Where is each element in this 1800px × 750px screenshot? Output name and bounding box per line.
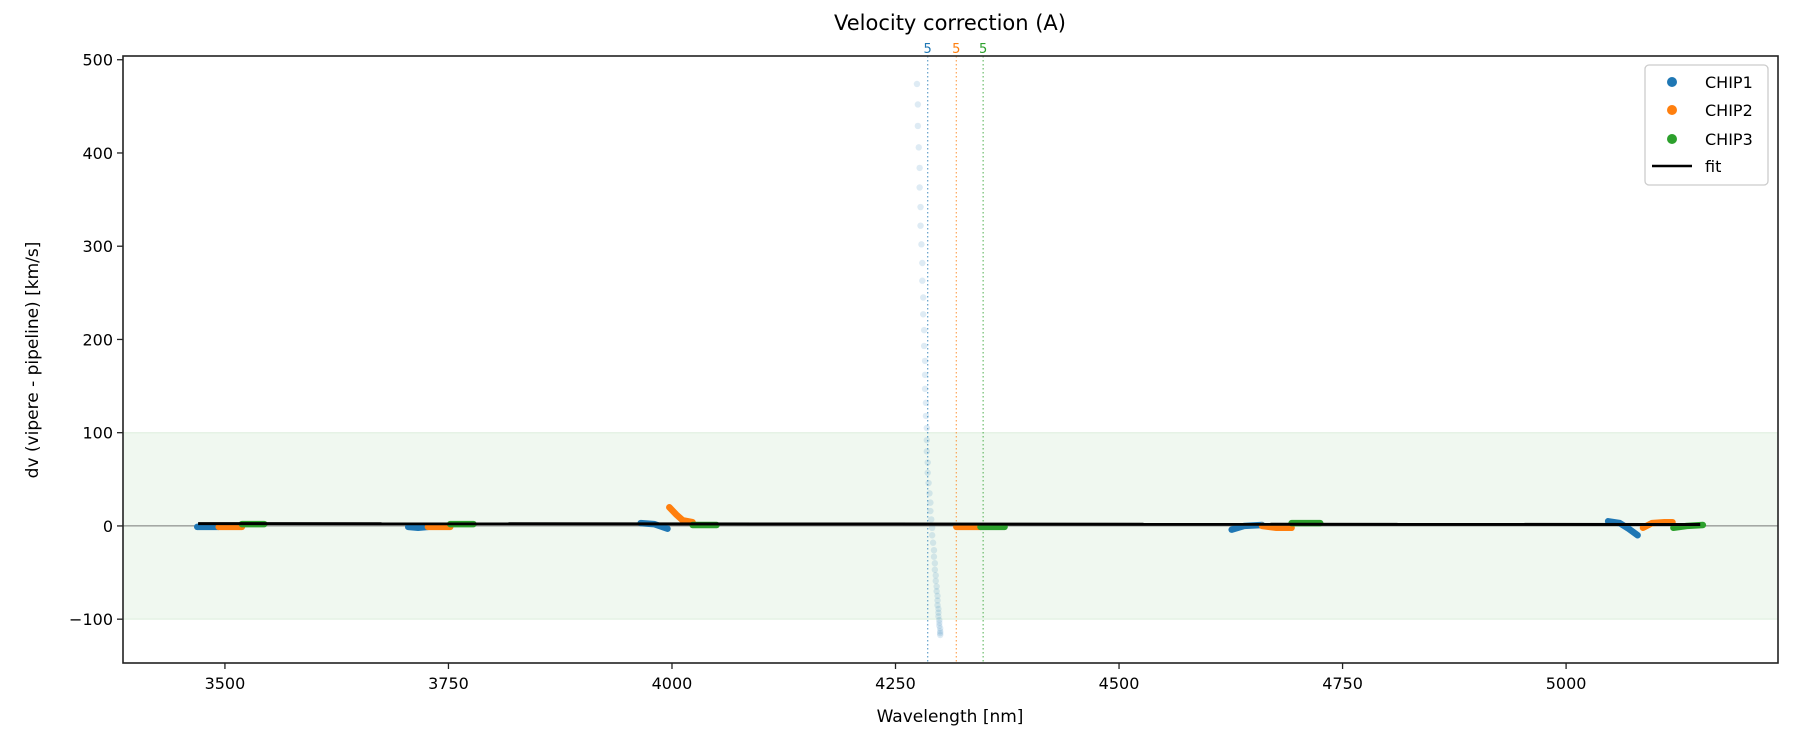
- order-marker-label: 5: [924, 42, 932, 57]
- order-marker-label: 5: [952, 42, 960, 57]
- rejected-point: [920, 342, 928, 350]
- series-chip1-segment: [404, 523, 432, 532]
- legend-label-fit: fit: [1705, 157, 1721, 176]
- rejected-point: [935, 605, 942, 613]
- rejected-point: [937, 631, 944, 639]
- chart-title: Velocity correction (A): [834, 11, 1066, 35]
- y-tick-label: 400: [82, 144, 113, 163]
- legend-marker-chip1: [1667, 77, 1677, 87]
- rejected-point: [931, 566, 939, 573]
- rejected-point: [925, 479, 932, 487]
- rejected-point: [917, 222, 924, 229]
- rejected-point: [930, 546, 938, 554]
- legend-label-chip1: CHIP1: [1705, 73, 1753, 92]
- rejected-point: [919, 277, 926, 284]
- rejected-point: [916, 164, 923, 172]
- rejected-point: [920, 294, 927, 301]
- rejected-point: [933, 588, 940, 595]
- ticks-layer: 3500 3750 4000 4250 4500 4750 5000 −100 0 100 200 3…: [69, 51, 1586, 693]
- x-tick-label: 4250: [875, 674, 916, 693]
- rejected-point: [932, 577, 939, 585]
- rejected-points-layer: [913, 80, 944, 639]
- fit-line: [198, 522, 1701, 527]
- rejected-point: [933, 583, 940, 590]
- legend-label-chip3: CHIP3: [1705, 130, 1753, 149]
- y-tick-label: 100: [82, 424, 113, 443]
- order-marker-label: 5: [979, 42, 987, 57]
- rejected-point: [921, 385, 929, 393]
- legend: CHIP1 CHIP2 CHIP3 fit: [1644, 64, 1769, 186]
- axes-frame: [122, 55, 1779, 664]
- rejected-point: [928, 516, 935, 523]
- legend-marker-chip2: [1667, 105, 1677, 115]
- x-tick-label: 5000: [1546, 674, 1587, 693]
- rejected-point: [936, 622, 943, 629]
- rejected-point: [920, 311, 927, 318]
- order-markers-layer: 5 5 5: [924, 42, 987, 663]
- x-axis-label: Wavelength [nm]: [877, 707, 1024, 727]
- x-tick-label: 3500: [205, 674, 246, 693]
- rejected-point: [920, 326, 928, 334]
- y-tick-label: 0: [103, 517, 113, 536]
- x-tick-label: 4500: [1099, 674, 1140, 693]
- legend-marker-chip3: [1667, 134, 1677, 144]
- rejected-point: [914, 101, 922, 108]
- rejected-point: [914, 122, 922, 130]
- rejected-point: [936, 616, 943, 624]
- rejected-point: [917, 203, 924, 211]
- rejected-point: [913, 80, 921, 88]
- tolerance-band-layer: [122, 432, 1779, 620]
- rejected-point: [919, 259, 926, 267]
- rejected-point: [921, 357, 929, 365]
- fit-layer: [198, 522, 1701, 527]
- rejected-point: [923, 448, 931, 455]
- rejected-point: [915, 144, 922, 151]
- rejected-point: [937, 625, 944, 632]
- rejected-point: [916, 184, 923, 191]
- rejected-point: [929, 539, 937, 546]
- rejected-point: [934, 601, 941, 609]
- legend-label-chip2: CHIP2: [1705, 101, 1753, 120]
- rejected-point: [923, 436, 931, 444]
- x-tick-label: 3750: [428, 674, 469, 693]
- y-tick-label: 200: [82, 330, 113, 349]
- rejected-point: [921, 371, 929, 379]
- rejected-point: [931, 560, 939, 567]
- rejected-point: [926, 490, 933, 497]
- y-tick-label: 500: [82, 51, 113, 70]
- rejected-point: [935, 613, 942, 620]
- y-axis-label: dv (vipere - pipeline) [km/s]: [23, 242, 43, 479]
- rejected-point: [932, 572, 939, 579]
- rejected-point: [928, 524, 936, 532]
- rejected-point: [935, 609, 942, 616]
- rejected-point: [937, 629, 944, 637]
- rejected-point: [924, 459, 931, 466]
- rejected-point: [923, 424, 931, 432]
- rejected-point: [936, 619, 943, 627]
- y-tick-label: −100: [69, 610, 113, 629]
- rejected-point: [918, 241, 925, 248]
- series-chip2-segment: [1258, 522, 1295, 532]
- y-tick-label: 300: [82, 237, 113, 256]
- series-chip2-segment: [666, 504, 696, 526]
- rejected-point: [927, 507, 934, 515]
- legend-box: [1644, 64, 1769, 186]
- rejected-point: [934, 592, 941, 600]
- rejected-point: [928, 532, 936, 539]
- rejected-point: [922, 412, 930, 420]
- rejected-point: [927, 499, 934, 506]
- rejected-point: [934, 597, 941, 604]
- x-tick-label: 4000: [652, 674, 693, 693]
- x-tick-label: 4750: [1322, 674, 1363, 693]
- rejected-point: [930, 553, 938, 560]
- rejected-point: [937, 628, 944, 635]
